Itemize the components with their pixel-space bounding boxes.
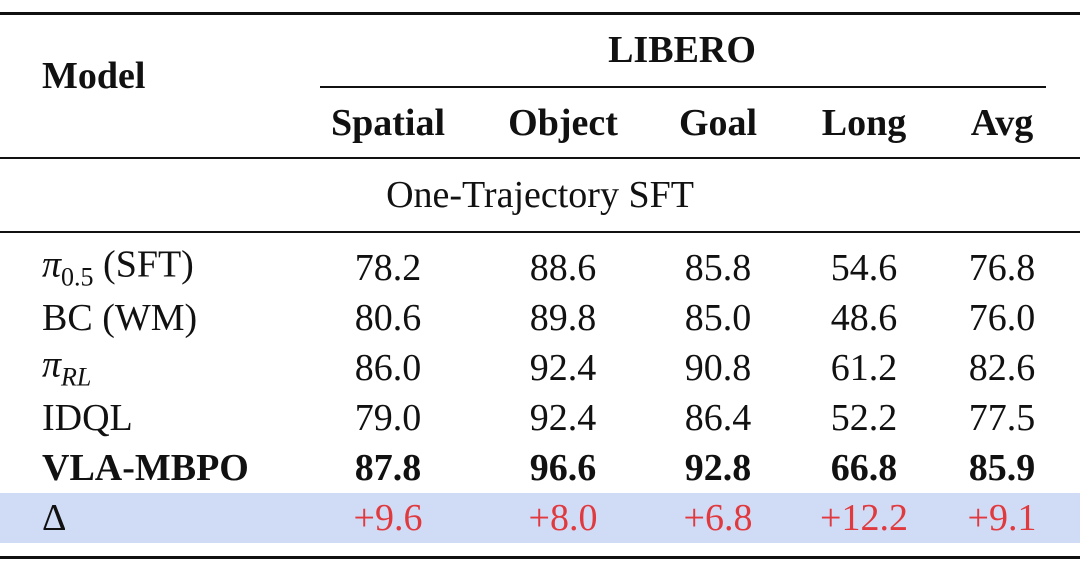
cell: 85.0 [684,297,752,339]
cell: 90.8 [684,347,752,389]
label-symbol: π [42,343,62,386]
cell: 85.9 [968,447,1036,489]
cell: 78.2 [354,247,422,289]
label-subscript: RL [61,362,92,392]
cell: +12.2 [820,497,908,539]
cell: 61.2 [830,347,898,389]
cell: 86.4 [684,397,752,439]
cell: 76.0 [968,297,1036,339]
cell: 48.6 [830,297,898,339]
cell: 89.8 [529,297,597,339]
row-label: BC (WM) [42,297,198,339]
cell: 76.8 [968,247,1036,289]
cell: 80.6 [354,297,422,339]
column-header: Spatial [330,102,446,144]
cell: 92.4 [529,347,597,389]
cell: 66.8 [830,447,898,489]
cell: 87.8 [354,447,422,489]
section-label: One-Trajectory SFT [386,174,694,216]
column-header: Object [508,102,618,144]
label-suffix: (SFT) [93,243,194,286]
row-highlight [0,493,1080,543]
row-label: Δ [42,497,67,539]
cell: 54.6 [830,247,898,289]
cell: 88.6 [529,247,597,289]
group-rule [320,86,1046,88]
column-header: Goal [678,102,758,144]
model-header: Model [42,55,146,97]
cell: +8.0 [528,497,598,539]
column-header: Avg [970,102,1034,144]
row-label: VLA-MBPO [42,447,249,489]
bottom-rule [0,556,1080,559]
cell: 82.6 [968,347,1036,389]
header-rule [0,157,1080,159]
cell: +9.6 [353,497,423,539]
cell: +9.1 [967,497,1037,539]
row-label: πRL [42,346,91,391]
row-label: IDQL [42,397,133,439]
cell: 96.6 [529,447,597,489]
cell: 92.8 [684,447,752,489]
cell: 77.5 [968,397,1036,439]
cell: 52.2 [830,397,898,439]
top-rule [0,12,1080,15]
cell: 79.0 [354,397,422,439]
cell: +6.8 [683,497,753,539]
cell: 86.0 [354,347,422,389]
label-subscript: 0.5 [61,262,94,292]
column-header: Long [821,102,907,144]
row-label: π0.5 (SFT) [42,246,194,291]
cell: 85.8 [684,247,752,289]
cell: 92.4 [529,397,597,439]
group-header: LIBERO [608,29,756,71]
label-symbol: π [42,243,62,286]
section-rule [0,231,1080,233]
